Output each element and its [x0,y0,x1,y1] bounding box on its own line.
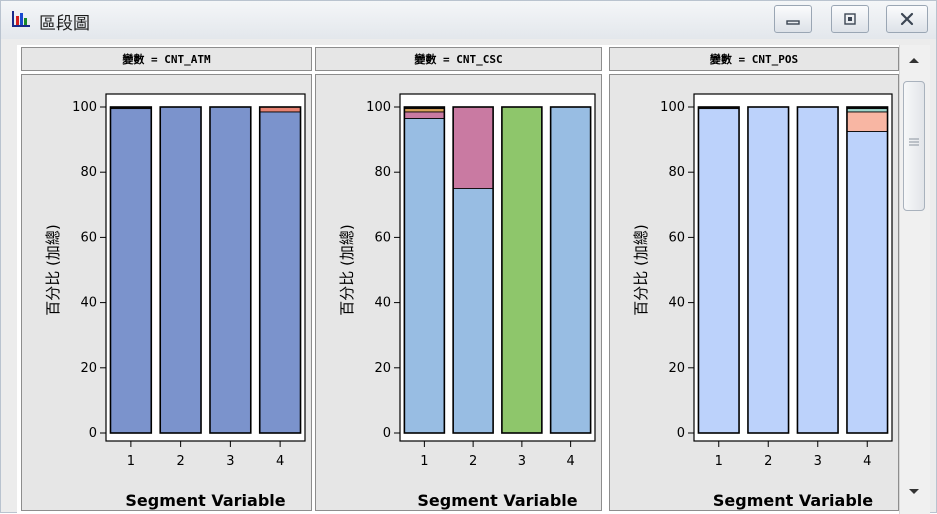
y-tick-label: 0 [677,426,685,441]
bar-segment [110,108,152,434]
x-axis-label: Segment Variable [417,491,577,510]
window-title: 區段圖 [39,14,90,34]
y-tick-label: 0 [89,426,97,441]
x-tick-label: 1 [127,454,135,469]
bar [549,106,592,434]
x-tick-label: 2 [469,454,477,469]
bar-segment [403,108,445,113]
x-tick-label: 1 [420,454,428,469]
y-tick-label: 40 [668,296,685,311]
bar [109,106,153,434]
y-tick-label: 80 [374,165,391,180]
panel-pos: 0 20 40 60 80 100 百分比 (加總) 1 2 3 4 Segment Variable [609,74,899,511]
y-tick-label: 20 [80,361,97,376]
bar [258,106,302,434]
x-tick-label: 2 [176,454,184,469]
y-tick-label: 60 [668,230,685,245]
bar-segment [846,131,888,434]
panel-header-pos: 變數 = CNT_POS [609,47,899,71]
minimize-button[interactable] [774,5,812,33]
x-tick-label: 3 [518,454,526,469]
y-tick-label: 20 [374,361,391,376]
bar [501,106,543,434]
panel-header-atm: 變數 = CNT_ATM [21,47,312,71]
y-axis-label: 百分比 (加總) [338,224,356,315]
vertical-scrollbar[interactable] [899,45,930,514]
panel-header-csc: 變數 = CNT_CSC [315,47,602,71]
bar-segment [747,106,789,434]
x-tick-label: 2 [764,454,772,469]
y-axis-label: 百分比 (加總) [44,224,62,315]
x-tick-label: 4 [863,454,871,469]
panel-csc: 0 20 40 60 80 100 百分比 (加總) 1 2 3 4 Segment Variable [315,74,602,511]
bar-segment [403,118,445,434]
bar-segment [452,106,494,189]
bar-segment [846,111,888,132]
bar [747,106,790,434]
x-axis-label: Segment Variable [125,491,285,510]
chart-pos: 0 20 40 60 80 100 百分比 (加總) 1 2 3 4 Segment Variable [632,93,893,510]
bar [209,106,252,434]
maximize-icon [844,13,856,25]
y-tick-label: 100 [366,100,391,115]
bar [159,106,202,434]
bar-chart-icon [12,11,30,27]
bar-segment [550,106,592,434]
arrow-down-icon[interactable] [907,487,921,497]
panel-atm: 0 20 40 60 80 100 百分比 (加總) 1 2 3 4 Segment Variable [21,74,312,511]
y-tick-label: 100 [72,100,97,115]
bar [846,106,889,434]
bar-segment [846,108,888,113]
y-tick-label: 80 [80,165,97,180]
bar-segment [259,111,301,434]
y-tick-label: 60 [80,230,97,245]
y-tick-label: 40 [374,296,391,311]
bar [452,106,494,434]
bar [403,106,446,434]
maximize-button[interactable] [831,5,869,33]
x-tick-label: 4 [566,454,574,469]
arrow-up-icon[interactable] [907,55,921,65]
bar-segment [797,106,839,434]
y-tick-label: 0 [383,426,391,441]
chart-csc: 0 20 40 60 80 100 百分比 (加總) 1 2 3 4 Segment Variable [338,93,596,510]
bar [697,106,740,434]
close-icon [900,12,914,26]
scroll-thumb[interactable] [903,81,925,211]
bar-segment [159,106,202,434]
y-tick-label: 60 [374,230,391,245]
x-tick-label: 3 [814,454,822,469]
y-tick-label: 40 [80,296,97,311]
bar-segment [403,111,445,119]
bar-segment [452,188,494,434]
y-axis-label: 百分比 (加總) [632,224,650,315]
title-bar: 區段圖 [1,1,936,39]
y-tick-label: 80 [668,165,685,180]
x-tick-label: 1 [715,454,723,469]
x-tick-label: 3 [226,454,234,469]
x-tick-label: 4 [276,454,284,469]
bar [796,106,839,434]
minimize-icon [786,20,800,25]
x-axis-label: Segment Variable [713,491,873,510]
chart-atm: 0 20 40 60 80 100 百分比 (加總) 1 2 3 4 Segment Variable [44,93,306,510]
y-tick-label: 100 [660,100,685,115]
y-tick-label: 20 [668,361,685,376]
close-button[interactable] [886,5,928,33]
grip-icon [909,138,919,146]
bar-segment [698,108,740,434]
bar-segment [501,106,543,434]
bar-segment [209,106,252,434]
plot-area: 變數 = CNT_ATM 0 20 40 60 80 100 百分比 (加總) 1 2 3 4 Seg… [17,45,899,514]
